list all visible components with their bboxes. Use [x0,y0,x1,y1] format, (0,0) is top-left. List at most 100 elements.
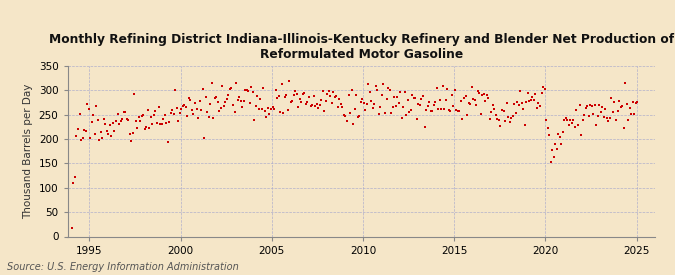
Point [518,106,529,111]
Point [456,98,466,103]
Point [237,104,248,109]
Point [595,109,606,114]
Point [123,118,134,122]
Point [128,131,138,136]
Point [109,129,120,133]
Point [548,155,559,160]
Point [446,92,457,97]
Point [468,97,479,101]
Point [214,109,225,114]
Point [412,116,423,121]
Point [428,103,439,108]
Point [474,91,485,96]
Point [623,117,634,122]
Point [599,115,610,119]
Point [241,88,252,92]
Point [264,111,275,116]
Point [191,107,202,111]
Point [554,135,565,139]
Point [530,92,541,97]
Point [381,97,392,101]
Point [129,91,140,96]
Point [343,93,354,98]
Point [410,96,421,100]
Point [197,87,208,91]
Point [156,122,167,126]
Text: Source: U.S. Energy Information Administration: Source: U.S. Energy Information Administ… [7,262,238,272]
Point [138,112,148,117]
Point [220,100,231,104]
Point [306,102,317,107]
Point [99,117,109,122]
Point [155,121,165,126]
Point [76,138,86,142]
Point [372,88,383,93]
Point [67,226,78,230]
Point [404,110,414,114]
Point [498,109,509,114]
Point [279,95,290,100]
Point [284,79,295,84]
Point [509,101,520,106]
Point [506,116,516,121]
Point [147,122,158,126]
Point [472,89,483,93]
Point [259,109,270,114]
Point [111,118,122,123]
Point [86,120,97,124]
Point [550,142,561,146]
Point [258,85,269,90]
Point [618,126,629,130]
Point [551,147,562,151]
Point [141,125,152,129]
Point [570,125,580,130]
Point [364,89,375,94]
Point [150,109,161,114]
Point [406,108,416,112]
Point [587,104,597,108]
Point [407,93,418,97]
Point [205,102,215,106]
Point [234,95,244,100]
Point [354,114,364,119]
Point [73,127,84,131]
Point [198,136,209,140]
Point [300,101,311,106]
Point [427,109,437,113]
Point [142,108,153,112]
Point [219,104,230,108]
Point [232,98,243,103]
Point [117,116,128,121]
Point [541,118,551,122]
Point [389,95,400,99]
Point [178,104,188,109]
Point [339,113,350,117]
Point [609,100,620,104]
Point [504,120,515,124]
Point [100,121,111,126]
Point [385,111,396,115]
Point [489,107,500,111]
Point [70,175,80,180]
Point [577,118,588,123]
Point [286,99,296,104]
Point [287,99,298,103]
Point [240,88,250,92]
Point [387,104,398,109]
Point [522,90,533,95]
Point [535,104,545,108]
Point [313,106,323,110]
Point [361,102,372,106]
Point [588,112,599,116]
Point [545,160,556,165]
Point [267,104,278,109]
Point [519,123,530,128]
Point [333,104,344,109]
Point [94,138,105,142]
Point [538,85,549,89]
Point [367,106,378,111]
Point [384,88,395,92]
Point [485,117,495,121]
Point [345,111,356,115]
Point [611,118,622,122]
